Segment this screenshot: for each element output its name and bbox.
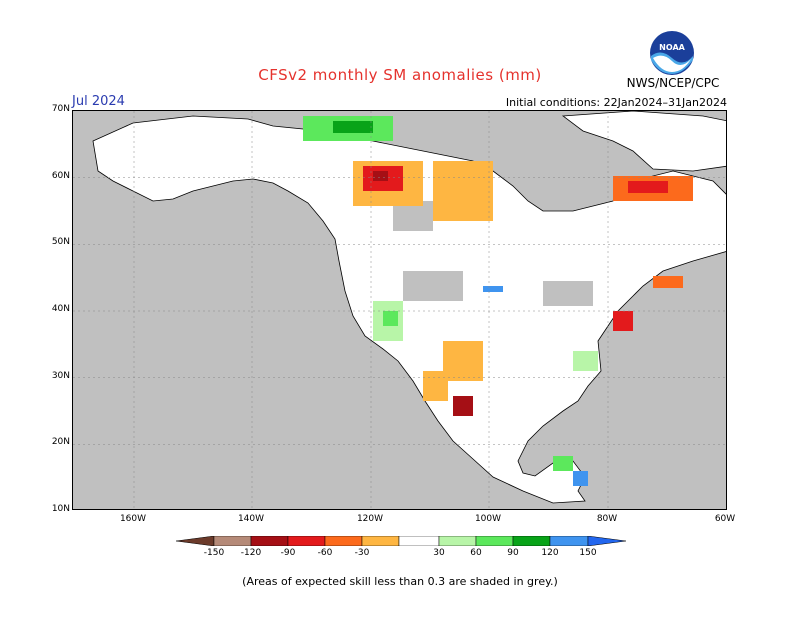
lat-label: 70N — [51, 104, 70, 114]
logo-text: NOAA — [659, 43, 685, 52]
legend-swatch — [549, 536, 589, 546]
anomaly-map — [72, 110, 727, 510]
legend-swatch — [250, 536, 289, 546]
lon-label: 160W — [119, 514, 147, 524]
lon-label: 100W — [474, 514, 502, 524]
legend-swatch — [475, 536, 514, 546]
legend-swatch — [438, 536, 477, 546]
lat-label: 60N — [51, 171, 70, 181]
lon-label: 80W — [596, 514, 618, 524]
lat-label: 40N — [51, 304, 70, 314]
anomaly-cells — [303, 116, 693, 486]
agency-label: NWS/NCEP/CPC — [626, 76, 720, 90]
skill-note: (Areas of expected skill less than 0.3 a… — [242, 575, 558, 588]
legend-swatch — [587, 536, 626, 546]
greenland-land — [561, 111, 726, 172]
graticule — [73, 111, 726, 509]
legend-swatch — [512, 536, 551, 546]
legend-tick: -90 — [280, 548, 296, 558]
legend-tick: 60 — [470, 548, 482, 558]
lon-label: 120W — [356, 514, 384, 524]
noaa-logo-icon: NOAA — [650, 31, 694, 75]
lon-label: 140W — [237, 514, 265, 524]
legend-swatch — [398, 536, 440, 546]
legend-swatch — [213, 536, 252, 546]
lat-label: 30N — [51, 371, 70, 381]
legend-swatch — [287, 536, 326, 546]
legend-tick: 90 — [507, 548, 519, 558]
legend-tick: -150 — [203, 548, 225, 558]
valid-month: Jul 2024 — [72, 94, 125, 109]
color-legend — [176, 536, 626, 546]
lat-label: 10N — [51, 504, 70, 514]
legend-tick: -60 — [317, 548, 333, 558]
map-title: CFSv2 monthly SM anomalies (mm) — [258, 66, 542, 84]
legend-tick: -120 — [240, 548, 262, 558]
legend-swatch — [324, 536, 363, 546]
legend-swatch — [176, 536, 215, 546]
legend-tick: -30 — [354, 548, 370, 558]
legend-tick: 150 — [579, 548, 597, 558]
map-canvas — [73, 111, 726, 509]
initial-conditions: Initial conditions: 22Jan2024–31Jan2024 — [505, 96, 727, 109]
legend-tick: 120 — [541, 548, 559, 558]
legend-tick: 30 — [433, 548, 445, 558]
lon-label: 60W — [714, 514, 736, 524]
lat-label: 50N — [51, 237, 70, 247]
north-america-land — [92, 115, 726, 504]
legend-swatch — [361, 536, 400, 546]
lat-label: 20N — [51, 437, 70, 447]
